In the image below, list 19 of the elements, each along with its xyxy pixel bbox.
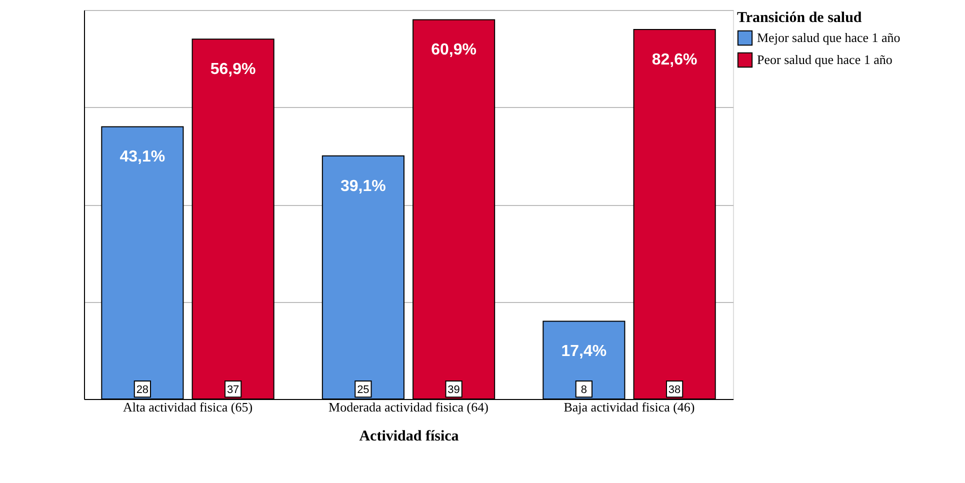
annotation: 56,9% [210,61,256,78]
data-label: 28 [136,384,149,396]
x-tick-label: Moderada actividad fisica (64) [328,400,488,414]
legend-label: Mejor salud que hace 1 año [757,30,900,45]
legend-title: Transición de salud [737,10,862,26]
annotation: 39,1% [340,178,386,195]
data-label: 39 [448,384,460,396]
data-label: 37 [226,384,240,396]
x-axis-title: Actividad física [359,428,460,444]
x-tick-label: Alta actividad fisica (65) [122,400,253,414]
annotation: 60,9% [431,42,476,59]
data-label: 8 [580,384,587,396]
legend-label: Peor salud que hace 1 año [757,52,892,67]
data-label: 25 [357,384,370,396]
annotation: 43,1% [120,148,166,166]
x-tick-label: Baja actividad fisica (46) [564,400,695,414]
data-label: 38 [668,384,681,396]
annotation: 17,4% [561,343,607,360]
annotation: 82,6% [652,51,698,68]
